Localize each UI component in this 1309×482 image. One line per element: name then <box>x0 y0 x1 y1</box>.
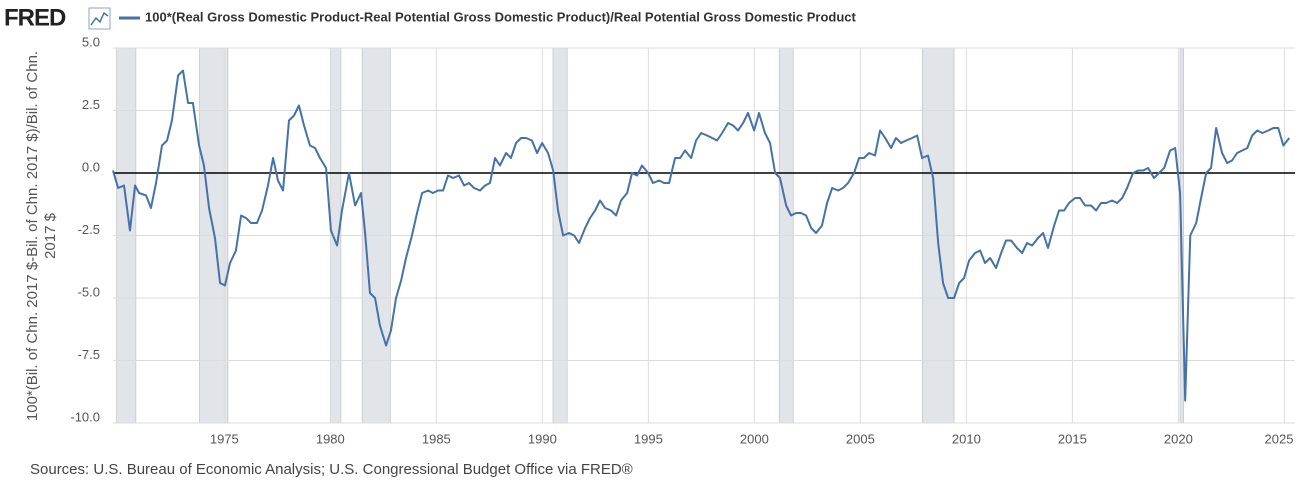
source: Sources: U.S. Bureau of Economic Analysi… <box>30 461 633 478</box>
x-tick-label: 2005 <box>846 431 875 446</box>
legend-label: 100*(Real Gross Domestic Product-Real Po… <box>145 9 857 24</box>
y-tick-label: -10.0 <box>70 409 100 424</box>
x-tick-label: 2025 <box>1265 431 1294 446</box>
y-tick-label: -7.5 <box>78 347 100 362</box>
y-axis-label: 100*(Bil. of Chn. 2017 $-Bil. of Chn. 20… <box>24 50 59 422</box>
logo: FRED <box>4 4 66 31</box>
y-tick-label: 2.5 <box>82 97 100 112</box>
plot-area <box>112 47 1295 424</box>
x-tick-label: 1990 <box>528 431 557 446</box>
data-line <box>112 69 1291 402</box>
x-tick-label: 1995 <box>634 431 663 446</box>
y-tick-label: -2.5 <box>78 222 100 237</box>
x-tick-label: 1985 <box>422 431 451 446</box>
x-tick-label: 2010 <box>952 431 981 446</box>
y-tick-label: 5.0 <box>82 34 100 49</box>
x-tick-label: 2015 <box>1058 431 1087 446</box>
y-tick-label: 0.0 <box>82 159 100 174</box>
x-tick-label: 2020 <box>1164 431 1193 446</box>
x-tick-label: 1975 <box>210 431 239 446</box>
x-tick-label: 2000 <box>740 431 769 446</box>
logo-icon <box>88 7 111 30</box>
y-tick-label: -5.0 <box>78 284 100 299</box>
x-tick-label: 1980 <box>316 431 345 446</box>
